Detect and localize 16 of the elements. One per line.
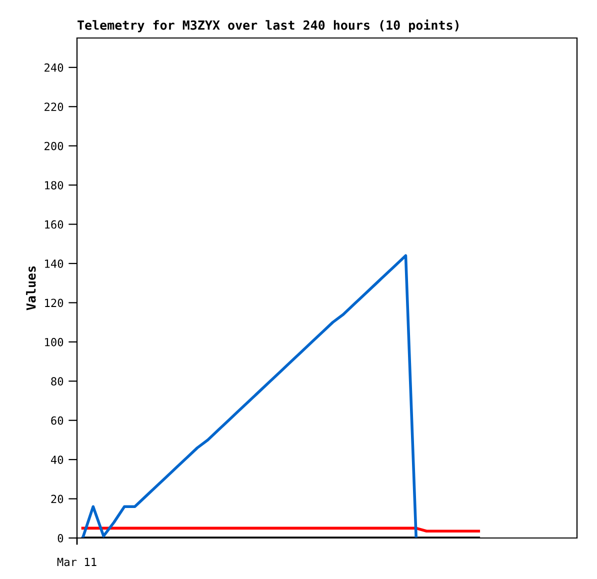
y-tick-label: 140 [45,259,64,268]
y-tick-label: 180 [45,181,64,190]
y-axis-title: Values [26,266,36,310]
y-tick-label: 60 [51,416,64,425]
y-tick-label: 160 [45,220,64,229]
y-tick-label: 220 [44,102,64,112]
y-tick-label: 0 [58,534,64,542]
chart-title: Telemetry for M3ZYX over last 240 hours (10 points) [78,20,458,32]
text: Mar 11 [57,558,96,566]
y-tick-label: 240 [44,63,64,72]
y-tick-label: 100 [45,338,64,346]
y-tick-label: 40 [50,456,64,464]
y-tick-label: 80 [51,377,64,386]
y-tick-label: 200 [44,142,64,150]
y-tick-label: 120 [45,298,64,308]
y-tick-label: 20 [51,494,64,504]
